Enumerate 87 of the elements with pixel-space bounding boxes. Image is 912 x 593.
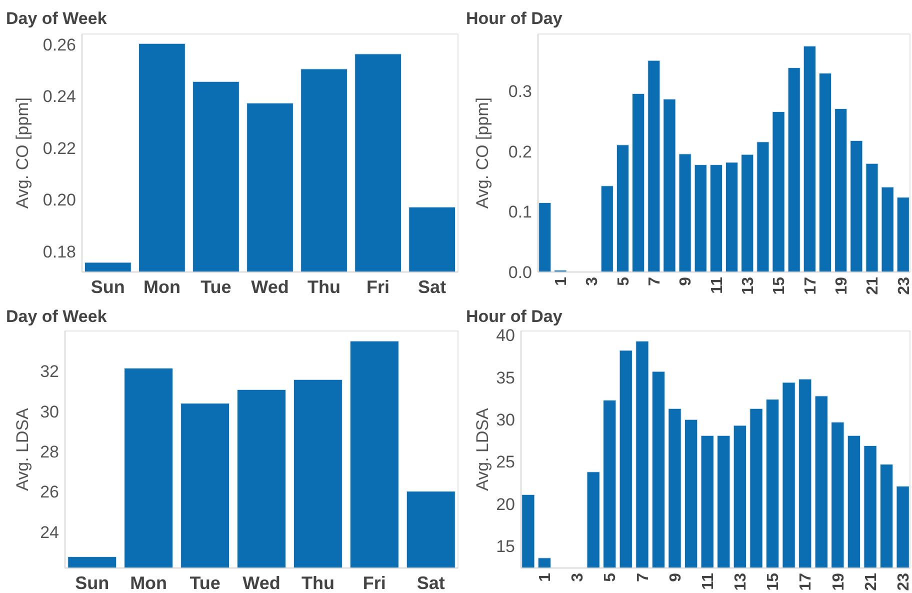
chart-title: Day of Week — [6, 307, 108, 326]
y-tick-label: 26 — [40, 482, 59, 502]
x-tick-label: Sun — [90, 277, 125, 297]
y-tick-label: 0.2 — [508, 142, 532, 162]
bar — [818, 72, 832, 272]
x-tick-label: 9 — [678, 276, 695, 286]
x-tick-label: 19 — [833, 276, 850, 295]
x-tick-label: 13 — [740, 276, 757, 295]
chart-title: Hour of Day — [466, 307, 563, 326]
x-tick-label: Fri — [362, 573, 386, 593]
bar — [740, 154, 754, 272]
bar — [632, 93, 645, 272]
y-tick-label: 0.18 — [42, 242, 76, 262]
y-tick-label: 0.22 — [42, 138, 76, 158]
bar — [896, 196, 910, 272]
x-tick-label: Tue — [200, 277, 232, 297]
x-tick-label: 9 — [667, 572, 684, 582]
x-tick-label: Sun — [75, 573, 110, 593]
bar — [788, 67, 800, 272]
x-tick-label: 17 — [798, 572, 815, 591]
x-tick-label: 7 — [646, 276, 664, 286]
y-tick-label: 0.1 — [508, 202, 532, 222]
chart-title: Day of Week — [6, 9, 108, 28]
y-axis-title: Avg. CO [ppm] — [473, 97, 492, 209]
y-tick-label: 25 — [496, 452, 515, 472]
bar — [881, 186, 894, 272]
y-tick-label: 40 — [496, 326, 515, 346]
x-tick-label: 11 — [708, 276, 726, 294]
x-tick-label: 1 — [553, 276, 570, 286]
x-tick-label: 15 — [765, 572, 782, 591]
y-tick-label: 0.26 — [42, 35, 76, 54]
y-axis-title: Avg. LDSA — [473, 407, 492, 491]
bar — [678, 154, 692, 272]
x-tick-label: 3 — [570, 572, 587, 582]
bar — [538, 202, 552, 272]
x-tick-label: Fri — [366, 277, 390, 297]
x-tick-label: Sat — [416, 573, 445, 593]
y-tick-label: 30 — [40, 402, 59, 422]
y-tick-label: 24 — [40, 522, 59, 542]
bar — [694, 164, 708, 272]
y-tick-label: 0.3 — [508, 82, 532, 102]
y-axis-title: Avg. CO [ppm] — [13, 97, 32, 209]
bar — [866, 163, 878, 272]
x-tick-label: 5 — [615, 276, 632, 286]
x-tick-label: 15 — [771, 276, 788, 295]
y-tick-label: 28 — [40, 442, 59, 462]
bar — [803, 46, 816, 272]
x-tick-label: 21 — [864, 276, 882, 295]
y-tick-label: 30 — [496, 410, 515, 430]
bar — [725, 162, 738, 272]
x-tick-label: 19 — [830, 572, 848, 591]
x-tick-label: Wed — [242, 573, 280, 593]
x-tick-label: 11 — [700, 572, 717, 590]
x-tick-label: Thu — [308, 277, 341, 297]
y-tick-label: 15 — [496, 537, 515, 556]
x-tick-label: 23 — [895, 572, 912, 591]
x-tick-label: Mon — [143, 277, 180, 297]
y-tick-label: 0.24 — [42, 87, 76, 106]
bar — [834, 108, 848, 272]
x-tick-label: 13 — [732, 572, 750, 591]
y-tick-label: 0.0 — [508, 262, 532, 282]
x-tick-label: 1 — [537, 572, 554, 582]
bar — [648, 60, 660, 272]
x-tick-label: 23 — [896, 276, 912, 295]
bar — [756, 142, 770, 272]
x-tick-label: 3 — [584, 276, 602, 286]
bar — [710, 164, 723, 272]
x-tick-label: 7 — [634, 572, 652, 582]
x-tick-label: Thu — [301, 573, 334, 593]
y-tick-label: 32 — [40, 362, 59, 382]
x-tick-label: 17 — [802, 276, 820, 295]
y-tick-label: 35 — [496, 368, 515, 388]
x-tick-label: Tue — [190, 573, 220, 593]
bar — [616, 144, 630, 272]
x-tick-label: 5 — [602, 572, 620, 582]
x-tick-label: Wed — [251, 277, 289, 297]
x-tick-label: 21 — [862, 572, 880, 591]
bar — [663, 98, 676, 272]
y-tick-label: 20 — [496, 494, 515, 514]
bar — [772, 111, 785, 272]
x-tick-label: Sat — [418, 277, 446, 297]
bar — [600, 186, 614, 272]
y-axis-title: Avg. LDSA — [13, 407, 32, 491]
bar — [850, 140, 863, 272]
chart-title: Hour of Day — [466, 9, 563, 28]
x-tick-label: Mon — [130, 573, 168, 593]
y-tick-label: 0.20 — [42, 190, 76, 210]
